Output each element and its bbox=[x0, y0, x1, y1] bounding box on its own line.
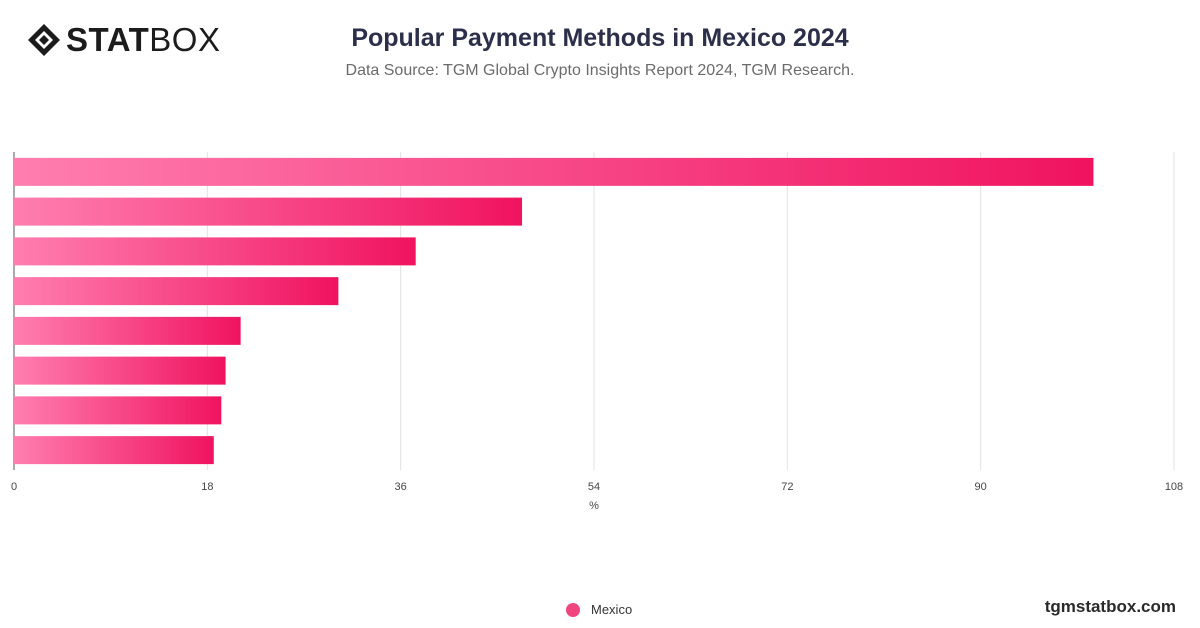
bar[interactable] bbox=[14, 356, 226, 385]
chart-title: Popular Payment Methods in Mexico 2024 bbox=[351, 24, 849, 52]
bar[interactable] bbox=[14, 197, 523, 226]
x-tick-label: 72 bbox=[781, 481, 793, 493]
x-tick-label: 36 bbox=[395, 481, 407, 493]
statbox-logo-icon bbox=[28, 24, 60, 56]
logo-text-light: BOX bbox=[149, 21, 221, 58]
chart-subtitle: Data Source: TGM Global Crypto Insights … bbox=[345, 62, 855, 79]
x-tick-label: 0 bbox=[11, 481, 17, 493]
x-tick-label: 54 bbox=[588, 481, 600, 493]
logo-text-bold: STAT bbox=[66, 21, 150, 58]
bar[interactable] bbox=[14, 396, 222, 425]
bar[interactable] bbox=[14, 157, 1094, 186]
x-axis-label: % bbox=[589, 500, 599, 512]
x-tick-label: 90 bbox=[975, 481, 987, 493]
legend[interactable]: Mexico bbox=[566, 602, 632, 617]
footer-site: tgmstatbox.com bbox=[1044, 597, 1176, 616]
bar[interactable] bbox=[14, 237, 416, 266]
bar[interactable] bbox=[14, 277, 339, 306]
legend-dot-mexico bbox=[566, 602, 580, 617]
bar[interactable] bbox=[14, 316, 241, 345]
x-tick-label: 108 bbox=[1165, 481, 1183, 493]
statbox-logo: STATBOX bbox=[26, 22, 220, 58]
legend-label-mexico: Mexico bbox=[591, 602, 633, 617]
logo-text: STATBOX bbox=[66, 22, 220, 58]
x-tick-label: 18 bbox=[201, 481, 213, 493]
bar[interactable] bbox=[14, 436, 214, 465]
